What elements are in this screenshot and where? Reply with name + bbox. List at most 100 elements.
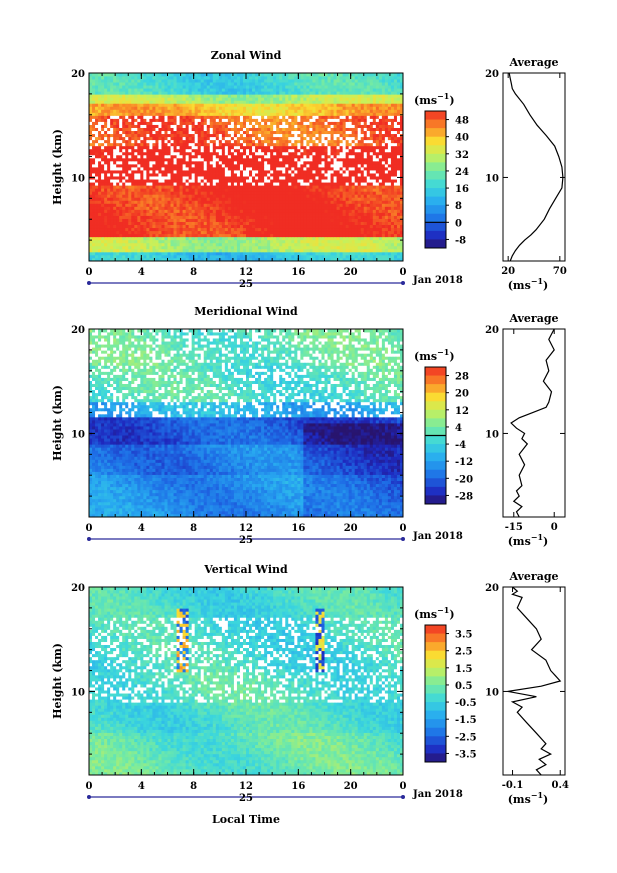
heatmap-cell [394, 206, 397, 209]
heatmap-cell [391, 252, 394, 255]
heatmap-cell [252, 234, 255, 237]
heatmap-cell [315, 212, 318, 215]
heatmap-cell [107, 237, 110, 240]
heatmap-cell [367, 243, 370, 246]
heatmap-cell [143, 249, 146, 252]
heatmap-cell [379, 206, 382, 209]
heatmap-cell [306, 246, 309, 249]
heatmap-cell [291, 194, 294, 197]
heatmap-cell [207, 249, 210, 252]
heatmap-cell [309, 209, 312, 212]
heatmap-cell [261, 173, 264, 176]
heatmap-cell [364, 209, 367, 212]
heatmap-cell [168, 173, 171, 176]
heatmap-cell [213, 225, 216, 228]
heatmap-cell [198, 173, 201, 176]
heatmap-cell [89, 249, 92, 252]
heatmap-cell [110, 249, 113, 252]
heatmap-cell [309, 228, 312, 231]
heatmap-cell [189, 228, 192, 231]
heatmap-cell [388, 219, 391, 222]
heatmap-cell [331, 206, 334, 209]
heatmap-cell [107, 200, 110, 203]
heatmap-cell [346, 173, 349, 176]
heatmap-cell [370, 216, 373, 219]
heatmap-cell [89, 194, 92, 197]
heatmap-cell [128, 216, 131, 219]
heatmap-cell [300, 222, 303, 225]
heatmap-cell [312, 249, 315, 252]
heatmap-cell [225, 176, 228, 179]
heatmap-cell [204, 243, 207, 246]
heatmap-cell [276, 255, 279, 258]
heatmap-cell [264, 243, 267, 246]
heatmap-cell [113, 209, 116, 212]
heatmap-cell [219, 249, 222, 252]
heatmap-cell [358, 182, 361, 185]
heatmap-cell [219, 240, 222, 243]
heatmap-cell [216, 209, 219, 212]
heatmap-cell [219, 228, 222, 231]
heatmap-cell [337, 222, 340, 225]
heatmap-cell [104, 249, 107, 252]
heatmap-cell [198, 255, 201, 258]
heatmap-cell [186, 200, 189, 203]
heatmap-cell [228, 243, 231, 246]
heatmap-cell [343, 182, 346, 185]
heatmap-cell [92, 191, 95, 194]
heatmap-cell [216, 212, 219, 215]
heatmap-cell [285, 228, 288, 231]
heatmap-cell [261, 197, 264, 200]
heatmap-cell [171, 209, 174, 212]
heatmap-cell [228, 197, 231, 200]
heatmap-cell [149, 216, 152, 219]
heatmap-cell [388, 191, 391, 194]
heatmap-cell [134, 234, 137, 237]
heatmap-cell [288, 252, 291, 255]
heatmap-cell [140, 188, 143, 191]
heatmap-cell [364, 206, 367, 209]
heatmap-cell [376, 197, 379, 200]
heatmap-cell [219, 173, 222, 176]
heatmap-cell [264, 182, 267, 185]
heatmap-cell [161, 197, 164, 200]
heatmap-cell [137, 212, 140, 215]
heatmap-cell [252, 200, 255, 203]
heatmap-cell [382, 179, 385, 182]
heatmap-cell [246, 255, 249, 258]
heatmap-cell [388, 243, 391, 246]
heatmap-cell [318, 219, 321, 222]
heatmap-cell [113, 203, 116, 206]
heatmap-cell [361, 225, 364, 228]
heatmap-cell [291, 222, 294, 225]
heatmap-cell [201, 203, 204, 206]
heatmap-cell [279, 200, 282, 203]
heatmap-cell [352, 252, 355, 255]
heatmap-cell [164, 243, 167, 246]
heatmap-cell [246, 200, 249, 203]
heatmap-cell [110, 176, 113, 179]
heatmap-cell [89, 209, 92, 212]
heatmap-cell [246, 225, 249, 228]
heatmap-cell [110, 225, 113, 228]
heatmap-cell [210, 191, 213, 194]
heatmap-cell [370, 191, 373, 194]
heatmap-cell [192, 206, 195, 209]
heatmap-cell [252, 216, 255, 219]
heatmap-cell [219, 225, 222, 228]
heatmap-cell [183, 255, 186, 258]
heatmap-cell [352, 234, 355, 237]
heatmap-cell [279, 234, 282, 237]
heatmap-cell [376, 222, 379, 225]
heatmap-cell [376, 225, 379, 228]
heatmap-cell [116, 173, 119, 176]
heatmap-cell [367, 225, 370, 228]
heatmap-cell [101, 176, 104, 179]
heatmap-cell [355, 249, 358, 252]
heatmap-cell [297, 216, 300, 219]
heatmap-cell [237, 252, 240, 255]
heatmap-cell [376, 246, 379, 249]
heatmap-cell [370, 231, 373, 234]
heatmap-cell [177, 243, 180, 246]
heatmap-cell [146, 246, 149, 249]
